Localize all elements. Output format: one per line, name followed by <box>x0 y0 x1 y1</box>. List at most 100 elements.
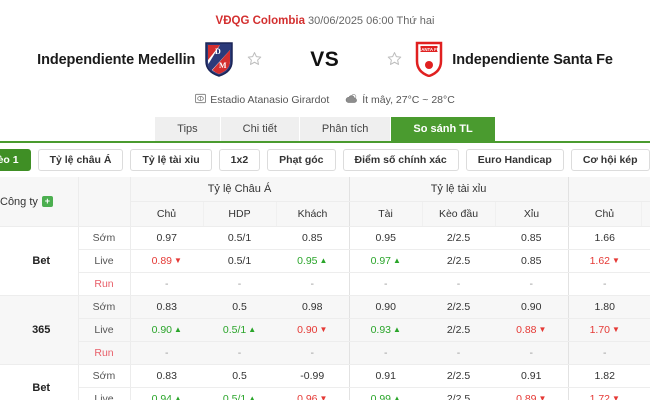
odds-cell: - <box>348 341 422 365</box>
column-header-0-1: HDP <box>202 201 276 227</box>
odds-value: 1.82 <box>594 370 615 382</box>
group-header-row: Công ty+ Tỷ lệ Châu ÁTỷ lệ tài xỉu1X2 <box>0 177 650 227</box>
filter-pill-4[interactable]: Phạt góc <box>267 149 336 171</box>
odds-cell: 0.90 ▼ <box>276 318 349 342</box>
company-header-label: Công ty <box>0 195 38 208</box>
table-row: Live0.89▼0.5/10.95▲0.97▲2/2.50.851.62▼3.… <box>0 249 650 273</box>
odds-cell: 0.99 ▲ <box>348 387 422 400</box>
odds-value: 0.88 <box>516 324 537 336</box>
home-team-crest-icon: D M <box>204 41 234 80</box>
league-line: VĐQG Colombia 30/06/2025 06:00 Thứ hai <box>0 14 650 28</box>
odds-cell: 0.5/1 <box>203 226 276 250</box>
odds-value: 0.85 <box>521 255 542 267</box>
tab-3[interactable]: So sánh TL <box>391 117 495 141</box>
odds-cell: 3.25 <box>641 295 650 319</box>
filter-pill-6[interactable]: Euro Handicap <box>465 149 564 171</box>
away-team[interactable]: SANTA FE Independiente Santa Fe <box>383 41 613 80</box>
table-head: Công ty+ Tỷ lệ Châu ÁTỷ lệ tài xỉu1X2 Chủ… <box>0 177 650 227</box>
odds-cell: - <box>276 272 349 296</box>
odds-value: - <box>384 347 388 359</box>
odds-state-label: Run <box>78 341 131 365</box>
odds-value: 0.97 <box>370 255 391 267</box>
odds-cell: 0.5/1 ▲ <box>203 387 276 400</box>
odds-cell: 0.95 <box>348 226 422 250</box>
table-row: BetSớm0.830.5-0.990.912/2.50.911.823.304… <box>0 364 650 400</box>
odds-value: 0.5/1 <box>227 255 252 267</box>
bookmaker-name[interactable]: 365 <box>0 295 79 365</box>
state-column-header <box>78 177 131 227</box>
odds-value: 0.83 <box>156 370 177 382</box>
odds-cell: 0.5/1 <box>203 249 276 273</box>
svg-text:M: M <box>219 61 227 70</box>
stadium-icon <box>195 93 207 107</box>
odds-cell: - <box>567 272 642 296</box>
column-header-0-2: Khách <box>275 201 349 227</box>
arrow-down-icon: ▼ <box>612 394 620 400</box>
plus-icon[interactable]: + <box>41 196 53 207</box>
svg-text:D: D <box>215 47 221 56</box>
arrow-up-icon: ▲ <box>393 325 401 334</box>
away-team-name: Independiente Santa Fe <box>452 52 613 68</box>
odds-state-label: Sớm <box>78 364 131 388</box>
table-row: Live 0.94 ▲ 0.5/1 ▲ 0.96 ▼ 0.99 ▲ 2/2.5 0.89 ▼ 1.72 ▼… <box>0 387 650 400</box>
tab-1[interactable]: Chi tiết <box>220 117 299 141</box>
odds-value: 0.95 <box>375 232 396 244</box>
odds-state-label: Live <box>78 249 131 273</box>
odds-cell: 0.5/1 ▲ <box>203 318 276 342</box>
odds-cell: - <box>203 341 276 365</box>
bookmaker-name[interactable]: Bet <box>0 364 79 400</box>
league-name: VĐQG Colombia <box>215 15 305 27</box>
odds-value: 0.91 <box>521 370 542 382</box>
odds-cell: 0.93 ▲ <box>348 318 422 342</box>
odds-cell: 1.62 ▼ <box>567 249 642 273</box>
arrow-down-icon: ▼ <box>319 325 328 334</box>
column-header-1-2: Xỉu <box>494 201 569 227</box>
odds-value: 0.90 <box>521 301 542 313</box>
odds-value: - <box>384 278 388 290</box>
away-favorite-star-icon[interactable] <box>387 51 402 69</box>
tab-2[interactable]: Phân tích <box>299 117 391 141</box>
odds-cell: 2/2.5 <box>422 387 495 400</box>
odds-value: 1.80 <box>594 301 615 313</box>
odds-value: 2/2.5 <box>446 301 471 313</box>
tab-0[interactable]: Tips <box>155 117 220 141</box>
odds-cell: 3.36▲ <box>641 249 650 273</box>
filter-pill-2[interactable]: Tỷ lệ tài xỉu <box>130 149 212 171</box>
away-team-crest-icon: SANTA FE <box>415 41 443 80</box>
odds-cell: 0.91 <box>495 364 569 388</box>
odds-cell: - <box>129 341 203 365</box>
odds-value: 2/2.5 <box>446 370 471 382</box>
odds-comparison-table: Công ty+ Tỷ lệ Châu ÁTỷ lệ tài xỉu1X2 Chủ… <box>0 177 650 400</box>
odds-value: - <box>456 347 461 359</box>
odds-value: - <box>310 278 315 290</box>
odds-value: - <box>237 347 242 359</box>
odds-value: 0.90 <box>375 301 396 313</box>
match-header: VĐQG Colombia 30/06/2025 06:00 Thứ hai In… <box>0 0 650 143</box>
filter-pill-7[interactable]: Cơ hội kép <box>570 149 650 171</box>
arrow-up-icon: ▲ <box>393 256 401 265</box>
odds-cell: 2/2.5 <box>422 226 495 250</box>
odds-cell: - <box>641 341 650 365</box>
match-info-line: Estadio Atanasio Girardot Ít mây, 27°C ~… <box>0 93 650 107</box>
arrow-up-icon: ▲ <box>319 256 328 265</box>
home-favorite-star-icon[interactable] <box>247 51 262 69</box>
bookmaker-name[interactable]: Bet <box>0 226 79 296</box>
odds-cell: 1.82 <box>567 364 642 388</box>
odds-cell: - <box>641 272 650 296</box>
arrow-down-icon: ▼ <box>538 325 547 334</box>
odds-value: 2/2.5 <box>446 255 471 267</box>
odds-value: 0.83 <box>156 301 177 313</box>
filter-pill-3[interactable]: 1x2 <box>218 149 261 171</box>
filter-pill-1[interactable]: Tỷ lệ châu Á <box>37 149 124 171</box>
filter-pill-0[interactable]: Kèo 1 <box>0 149 31 171</box>
odds-value: 1.72 <box>589 393 611 400</box>
table-row: Run--------- <box>0 272 650 296</box>
odds-cell: 0.96 ▼ <box>276 387 349 400</box>
filter-pill-5[interactable]: Điểm số chính xác <box>342 149 459 171</box>
teams-row: Independiente Medellin D M VS <box>0 37 650 83</box>
odds-cell: 0.85 <box>276 226 349 250</box>
odds-value: 0.90 <box>297 324 318 336</box>
home-team[interactable]: Independiente Medellin D M <box>37 41 266 80</box>
odds-cell: 3.50▲ <box>641 318 650 342</box>
